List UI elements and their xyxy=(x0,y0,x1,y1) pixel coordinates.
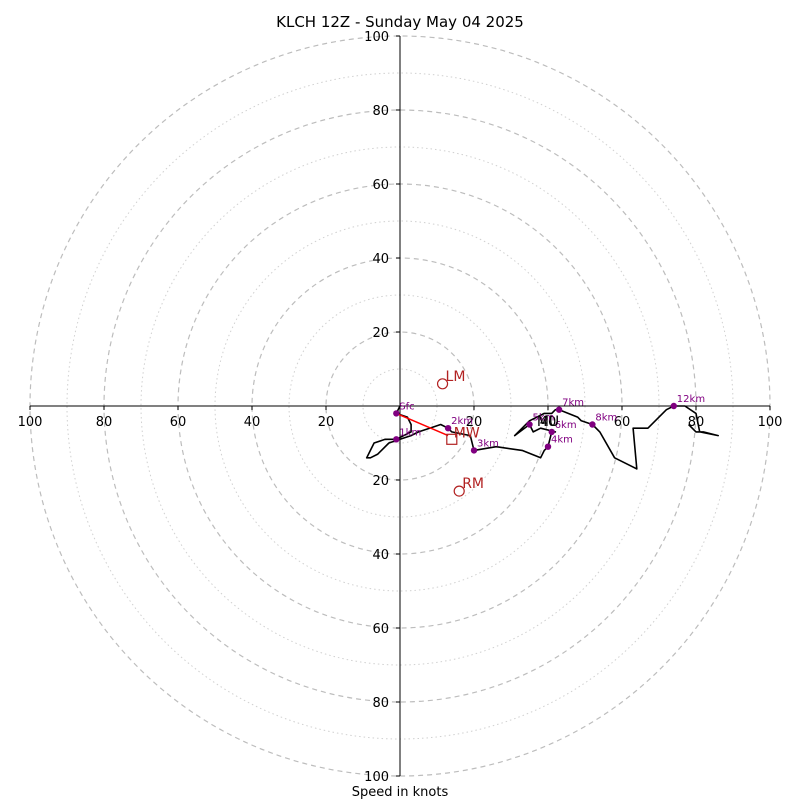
height-marker-dot xyxy=(393,436,400,443)
x-tick-label: 100 xyxy=(18,415,43,430)
x-tick-label: 20 xyxy=(466,415,483,430)
x-axis-label: Speed in knots xyxy=(352,785,449,800)
shear-vector-line xyxy=(396,412,449,437)
height-marker-dot xyxy=(555,406,563,413)
storm-motion-label: LM xyxy=(446,369,466,385)
height-marker-dot xyxy=(393,410,400,417)
x-tick-label: 20 xyxy=(318,415,335,430)
storm-motion-circle-marker xyxy=(453,485,465,497)
x-tick-label: 100 xyxy=(758,415,783,430)
x-tick-label: 40 xyxy=(540,415,557,430)
height-marker-label: 8km xyxy=(595,413,617,424)
hodograph-trace xyxy=(365,405,720,470)
x-tick-label: 80 xyxy=(96,415,113,430)
storm-motion-markers: LM RM MW MU xyxy=(436,369,559,497)
y-tick-label: 100 xyxy=(364,30,389,45)
chart-title: KLCH 12Z - Sunday May 04 2025 xyxy=(276,13,524,31)
height-marker-label: 2km xyxy=(451,416,473,427)
mean-wind-square-marker xyxy=(446,433,458,445)
height-marker-label: Sfc xyxy=(399,401,414,412)
y-tick-label: 80 xyxy=(372,104,389,119)
storm-motion-circle-marker xyxy=(436,378,449,390)
wind-profile xyxy=(365,405,720,470)
height-marker-dot xyxy=(470,447,478,454)
y-tick-label: 20 xyxy=(372,326,389,341)
height-marker-dot xyxy=(670,402,677,410)
height-marker-dot xyxy=(444,425,452,432)
x-tick-label: 80 xyxy=(688,415,705,430)
height-marker-label: 3km xyxy=(477,438,499,449)
height-marker-dot xyxy=(589,421,596,428)
x-tick-label: 60 xyxy=(170,415,187,430)
y-tick-label: 20 xyxy=(372,474,389,489)
height-marker-label: 5km xyxy=(533,413,555,424)
height-marker-label: 6km xyxy=(555,420,577,431)
mean-wind-mu-label: MU xyxy=(537,414,559,430)
y-tick-label: 80 xyxy=(372,696,389,711)
height-marker-label: 1km xyxy=(399,427,421,438)
x-tick-label: 60 xyxy=(614,415,631,430)
height-marker-label: 4km xyxy=(551,435,573,446)
y-tick-label: 40 xyxy=(372,548,389,563)
height-marker-label: 12km xyxy=(677,394,705,405)
height-marker-label: 7km xyxy=(562,398,584,409)
height-marker-dot xyxy=(548,428,555,436)
y-tick-label: 40 xyxy=(372,252,389,267)
height-marker-dot xyxy=(526,421,533,428)
tick-labels: 100 80 60 40 20 20 40 60 80 100100806040202040608… xyxy=(18,30,783,785)
x-tick-label: 40 xyxy=(244,415,261,430)
height-marker-dot xyxy=(544,443,552,450)
y-tick-label: 60 xyxy=(372,622,389,637)
y-tick-label: 100 xyxy=(364,770,389,785)
storm-motion-label: RM xyxy=(462,476,484,492)
mean-wind-label: MW xyxy=(454,425,480,441)
y-tick-label: 60 xyxy=(372,178,389,193)
